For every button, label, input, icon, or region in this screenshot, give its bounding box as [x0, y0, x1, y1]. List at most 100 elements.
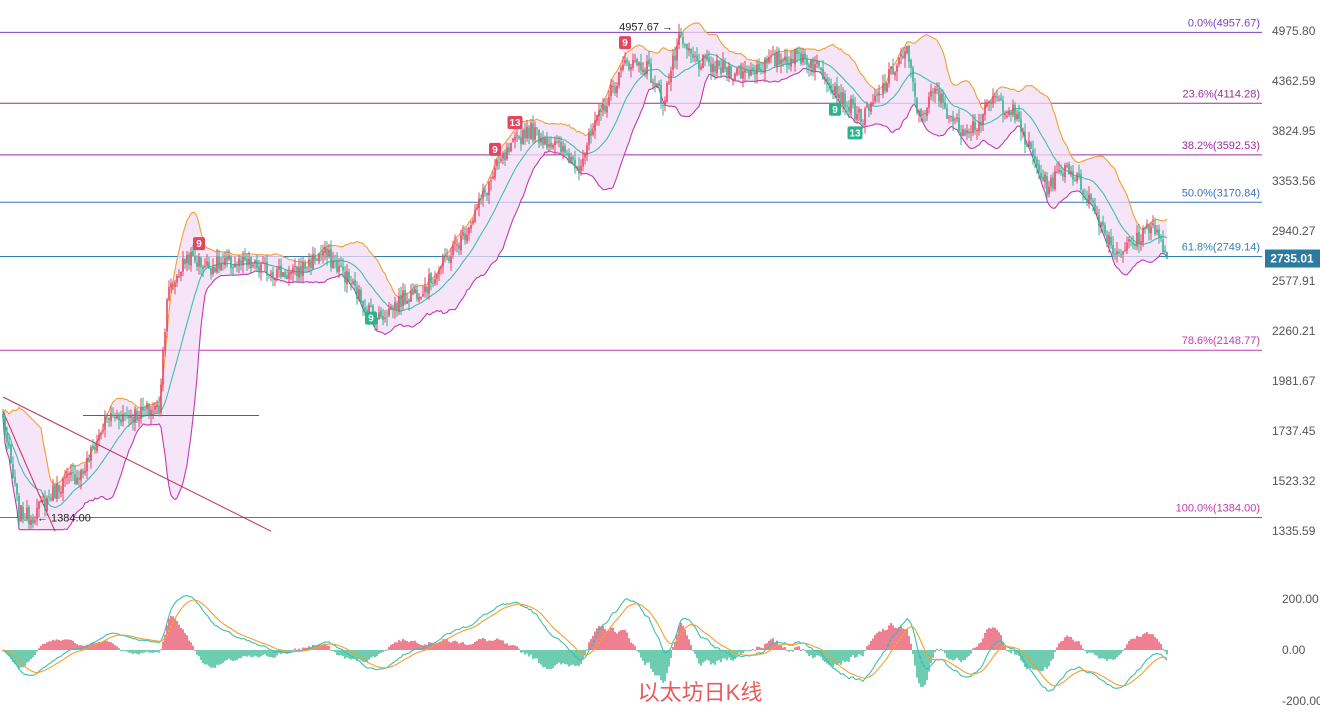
- candle-body: [672, 55, 674, 70]
- macd-histogram-bar: [800, 649, 802, 651]
- macd-histogram-bar: [10, 650, 12, 660]
- candle-body: [72, 472, 74, 474]
- macd-histogram-bar: [564, 650, 566, 664]
- candle-body: [732, 78, 734, 81]
- macd-histogram-bar: [608, 630, 610, 650]
- candle-body: [208, 262, 210, 269]
- macd-histogram-bar: [376, 650, 378, 657]
- candle-body: [802, 54, 804, 63]
- macd-histogram-bar: [166, 625, 168, 650]
- candle-body: [908, 46, 910, 62]
- candle-body: [152, 410, 154, 412]
- macd-histogram-bar: [130, 650, 132, 653]
- candle-body: [430, 272, 432, 283]
- macd-histogram-bar: [236, 650, 238, 661]
- candle-body: [368, 305, 370, 318]
- macd-histogram-bar: [892, 625, 894, 650]
- macd-histogram-bar: [94, 643, 96, 650]
- macd-histogram-bar: [964, 650, 966, 660]
- macd-histogram-bar: [988, 627, 990, 650]
- fib-level-label: 100.0%(1384.00): [1176, 502, 1260, 514]
- candle-body: [220, 263, 222, 271]
- macd-histogram-bar: [906, 628, 908, 650]
- macd-histogram-bar: [466, 645, 468, 650]
- candle-body: [24, 519, 26, 521]
- macd-histogram-bar: [504, 643, 506, 650]
- macd-histogram-bar: [1004, 646, 1006, 650]
- candle-body: [1150, 226, 1152, 234]
- candle-body: [1108, 235, 1110, 245]
- macd-histogram-bar: [398, 640, 400, 650]
- macd-histogram-bar: [934, 650, 936, 653]
- macd-histogram-bar: [868, 644, 870, 650]
- candle-body: [652, 81, 654, 83]
- macd-histogram-bar: [334, 650, 336, 653]
- macd-histogram-bar: [322, 644, 324, 650]
- macd-histogram-bar: [968, 650, 970, 656]
- macd-histogram-bar: [846, 650, 848, 662]
- candle-body: [822, 68, 824, 80]
- trendline: [2, 396, 272, 532]
- macd-histogram-bar: [32, 650, 34, 658]
- candle-body: [884, 83, 886, 91]
- candle-body: [974, 121, 976, 131]
- candle-body: [338, 266, 340, 272]
- macd-histogram-bar: [816, 650, 818, 656]
- candle-body: [598, 110, 600, 117]
- macd-histogram-bar: [232, 650, 234, 662]
- macd-histogram-bar: [940, 648, 942, 650]
- candle-body: [300, 266, 302, 276]
- price-axis-tick-label: 4362.59: [1272, 74, 1316, 88]
- macd-histogram-bar: [850, 650, 852, 658]
- macd-histogram-bar: [296, 649, 298, 651]
- macd-histogram-bar: [718, 650, 720, 661]
- macd-histogram-bar: [764, 643, 766, 650]
- macd-histogram-bar: [444, 639, 446, 650]
- candle-body: [640, 62, 642, 71]
- macd-histogram-bar: [686, 635, 688, 650]
- candle-body: [2, 414, 4, 419]
- macd-histogram-bar: [374, 650, 376, 658]
- candle-body: [868, 105, 870, 111]
- candle-body: [118, 414, 120, 421]
- candle-body: [768, 57, 770, 63]
- candle-body: [210, 267, 212, 275]
- candle-body: [96, 440, 98, 451]
- candle-body: [340, 265, 342, 267]
- candle-body: [554, 140, 556, 146]
- candle-body: [1070, 171, 1072, 175]
- macd-histogram-bar: [56, 639, 58, 650]
- candle-body: [684, 43, 686, 46]
- candle-body: [70, 472, 72, 475]
- candle-body: [646, 61, 648, 75]
- macd-histogram-bar: [1046, 650, 1048, 669]
- candle-body: [530, 123, 532, 140]
- candle-body: [1130, 240, 1132, 242]
- macd-histogram-bar: [920, 650, 922, 687]
- macd-histogram-bar: [18, 650, 20, 669]
- macd-histogram-bar: [572, 650, 574, 665]
- macd-histogram-bar: [1138, 636, 1140, 650]
- candle-body: [842, 92, 844, 105]
- macd-histogram-bar: [716, 650, 718, 661]
- macd-histogram-bar: [436, 643, 438, 650]
- candle-body: [986, 101, 988, 107]
- macd-histogram-bar: [842, 650, 844, 661]
- macd-histogram-bar: [552, 650, 554, 669]
- candlestick-series: [2, 23, 1168, 530]
- candle-body: [582, 158, 584, 167]
- candle-body: [86, 457, 88, 472]
- candle-body: [1074, 179, 1076, 181]
- macd-histogram-bar: [780, 645, 782, 650]
- macd-histogram-bar: [738, 650, 740, 653]
- macd-histogram-bar: [246, 650, 248, 657]
- macd-histogram-bar: [772, 638, 774, 650]
- macd-histogram-bar: [1058, 643, 1060, 650]
- macd-histogram-bar: [90, 643, 92, 650]
- macd-histogram-bar: [298, 648, 300, 650]
- macd-histogram-bar: [36, 650, 38, 652]
- macd-histogram-bar: [514, 645, 516, 650]
- macd-histogram-bar: [100, 641, 102, 650]
- macd-histogram-bar: [996, 629, 998, 650]
- candle-body: [260, 264, 262, 273]
